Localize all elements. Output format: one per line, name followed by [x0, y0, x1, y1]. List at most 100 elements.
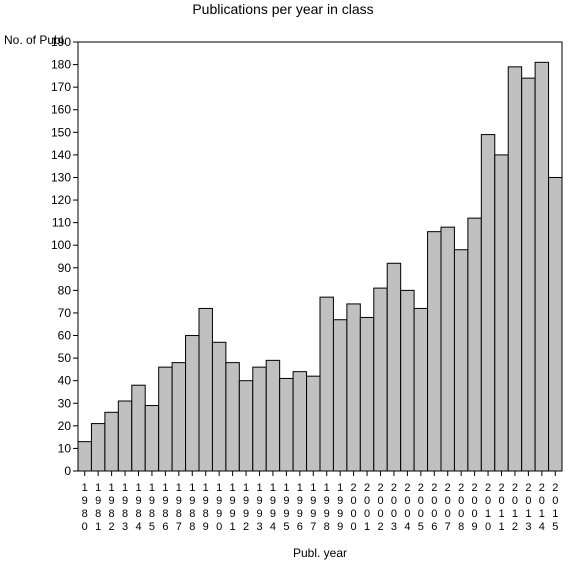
chart-title: Publications per year in class [192, 1, 373, 17]
y-tick-label-20: 20 [58, 419, 72, 433]
y-tick-label-0: 0 [64, 464, 71, 478]
y-tick-label-110: 110 [52, 216, 71, 230]
bar-1989 [198, 307, 213, 472]
bar-2009 [467, 217, 482, 472]
y-axis-ticks: 0 10 20 30 40 50 60 70 80 90 100 110 120 130 140 150 160… [51, 35, 78, 478]
bar-2006 [427, 231, 442, 472]
bar-1993 [252, 366, 267, 472]
bar-1981 [90, 423, 106, 472]
bar-1995 [279, 377, 294, 472]
bar-2014 [534, 61, 550, 472]
y-tick-label-30: 30 [58, 396, 72, 410]
bar-2012 [507, 66, 523, 472]
y-tick-label-170: 170 [51, 80, 71, 94]
bar-2000 [346, 303, 361, 472]
bar-1992 [238, 380, 254, 472]
bar-2015 [548, 176, 563, 472]
bar-1985 [144, 405, 160, 472]
bar-2007 [440, 226, 455, 472]
bar-1998 [319, 296, 334, 472]
y-tick-label-40: 40 [58, 374, 72, 388]
bar-1991 [225, 362, 240, 472]
bar-1994 [265, 359, 281, 472]
bar-1996 [292, 371, 308, 472]
bar-2013 [521, 77, 536, 472]
bar-2005 [413, 307, 429, 472]
bar-1982 [104, 411, 119, 472]
x-axis-label: Publ. year [293, 546, 347, 560]
bar-2008 [453, 249, 469, 472]
bar-1990 [211, 341, 227, 472]
y-tick-label-130: 130 [51, 170, 71, 184]
bars-group [77, 61, 563, 472]
bar-1986 [158, 366, 173, 472]
bar-2002 [373, 287, 388, 472]
y-tick-label-10: 10 [58, 441, 72, 455]
bar-1980 [77, 441, 92, 472]
bar-1997 [306, 375, 321, 472]
y-tick-label-120: 120 [51, 193, 71, 207]
bar-2011 [494, 154, 509, 472]
bar-2001 [359, 316, 375, 472]
bar-2010 [480, 134, 496, 472]
y-axis-label: No. of Publ. [4, 33, 67, 47]
bar-1987 [171, 362, 187, 472]
y-tick-label-50: 50 [58, 351, 72, 365]
y-tick-label-80: 80 [58, 283, 72, 297]
plot-frame [77, 41, 563, 472]
bar-2003 [386, 262, 402, 472]
y-tick-label-180: 180 [51, 58, 71, 72]
y-tick-label-90: 90 [58, 261, 72, 275]
bar-1988 [185, 335, 200, 472]
y-tick-label-160: 160 [51, 103, 71, 117]
bar-2004 [400, 289, 415, 472]
y-tick-label-150: 150 [51, 125, 71, 139]
x-axis-ticks: 1 9 8 0 1 9 8 1 1 9 8 2 1 9 8 3 1 9 8 4 1 9 8 5 1 9 8 6 1 9 8 7 1 9 8 8 1 9 8 9… [82, 471, 558, 533]
bar-1984 [131, 384, 146, 472]
y-tick-label-60: 60 [58, 329, 72, 343]
y-tick-label-140: 140 [51, 148, 71, 162]
bar-1999 [332, 319, 348, 472]
y-tick-label-70: 70 [58, 306, 72, 320]
y-tick-label-100: 100 [51, 238, 71, 252]
y-tick-label-190: 190 [51, 35, 71, 49]
bar-1983 [117, 400, 133, 472]
